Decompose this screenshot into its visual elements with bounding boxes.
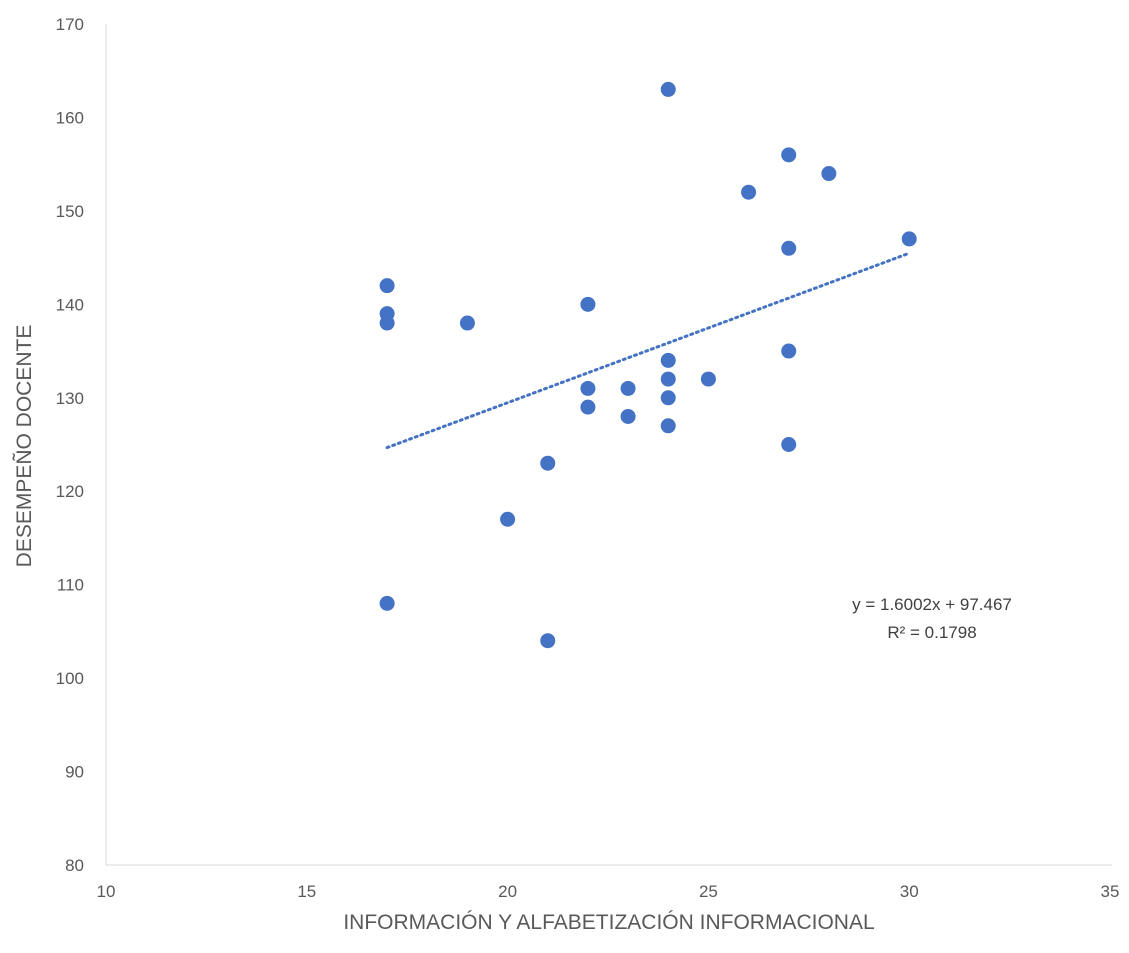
trendline-group — [385, 251, 911, 450]
data-point — [540, 455, 556, 471]
y-tick-label: 140 — [56, 295, 84, 314]
x-tick-label: 10 — [97, 882, 116, 901]
data-point — [580, 399, 596, 415]
data-point — [580, 296, 596, 312]
data-point — [379, 595, 395, 611]
data-point — [620, 408, 636, 424]
data-points — [379, 81, 917, 649]
x-tick-label: 30 — [900, 882, 919, 901]
y-tick-label: 130 — [56, 389, 84, 408]
data-point — [901, 231, 917, 247]
data-point — [580, 380, 596, 396]
data-point — [781, 343, 797, 359]
axes — [105, 24, 1112, 866]
data-point — [781, 147, 797, 163]
data-point — [660, 81, 676, 97]
x-axis-title: INFORMACIÓN Y ALFABETIZACIÓN INFORMACION… — [343, 911, 874, 934]
x-tick-label: 35 — [1101, 882, 1120, 901]
trendline-r-squared: R² = 0.1798 — [887, 623, 976, 642]
data-point — [379, 315, 395, 331]
data-point — [540, 633, 556, 649]
y-tick-label: 80 — [65, 856, 84, 875]
y-tick-label: 90 — [65, 763, 84, 782]
data-point — [700, 371, 716, 387]
x-tick-label: 20 — [498, 882, 517, 901]
data-point — [660, 371, 676, 387]
x-tick-label: 25 — [699, 882, 718, 901]
y-tick-label: 110 — [57, 576, 84, 595]
y-tick-label: 120 — [56, 482, 84, 501]
trendline-equation: y = 1.6002x + 97.467 — [852, 595, 1012, 614]
data-point — [620, 380, 636, 396]
data-point — [660, 390, 676, 406]
y-axis-title: DESEMPEÑO DOCENTE — [12, 325, 36, 568]
data-point — [459, 315, 475, 331]
data-point — [781, 437, 797, 452]
x-tick-label: 15 — [297, 882, 316, 901]
data-point — [660, 418, 676, 434]
trendline — [385, 251, 911, 450]
data-point — [379, 278, 395, 294]
y-tick-label: 100 — [56, 669, 84, 688]
data-point — [660, 352, 676, 368]
y-tick-label: 160 — [56, 108, 84, 127]
data-point — [500, 511, 516, 527]
y-tick-label: 170 — [56, 15, 84, 34]
x-tick-labels: 10 15 20 25 30 35 — [97, 882, 1120, 901]
y-tick-label: 150 — [56, 202, 84, 221]
data-point — [821, 166, 837, 182]
data-point — [781, 240, 797, 256]
y-tick-labels: 80 90 100 110 120 130 140 150 160 170 — [56, 15, 84, 875]
data-point — [741, 184, 757, 200]
